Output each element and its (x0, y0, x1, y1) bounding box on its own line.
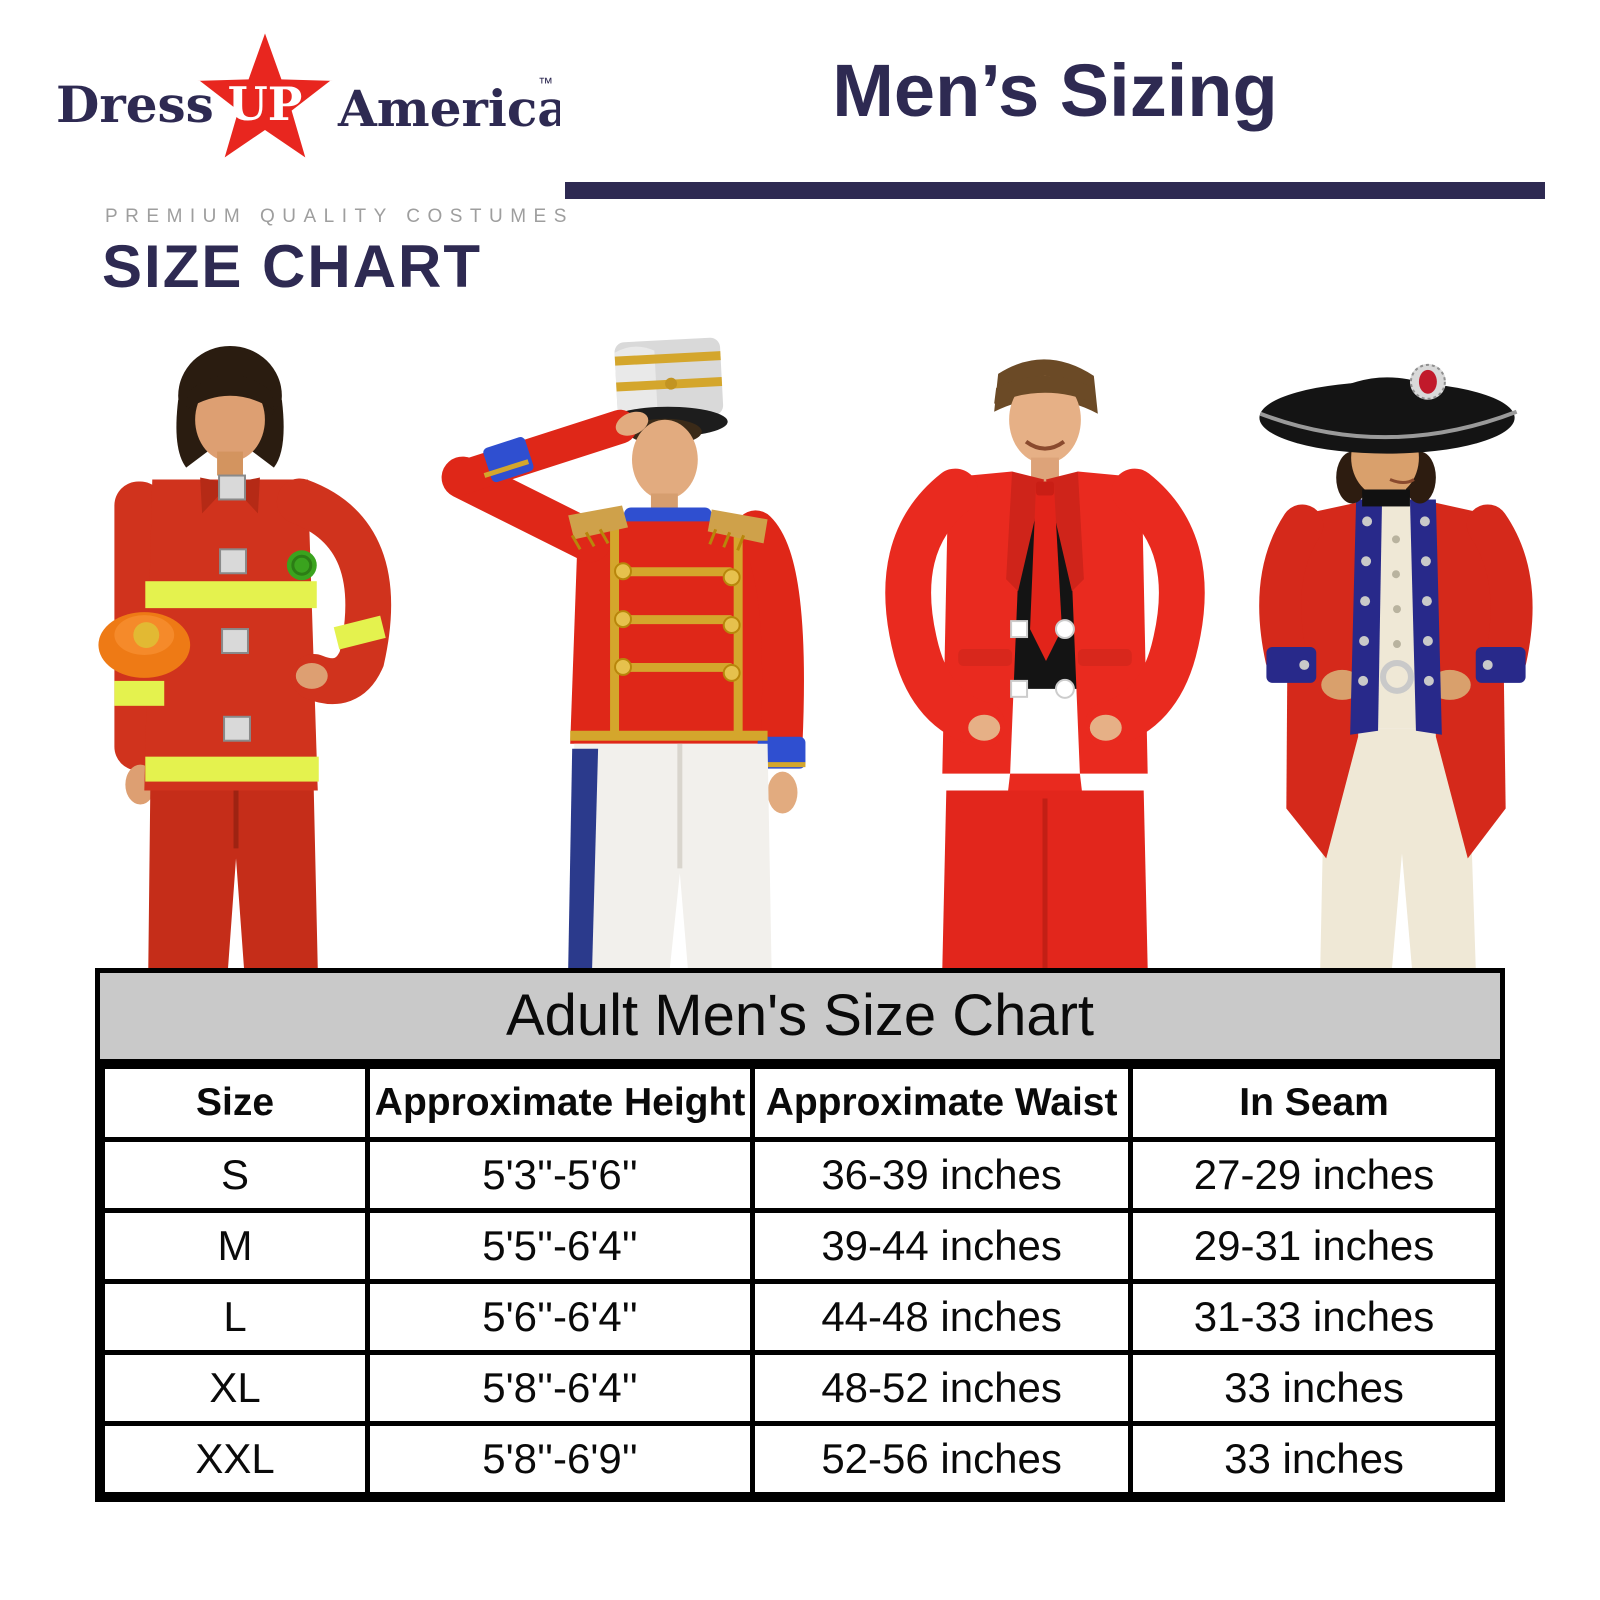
logo-tagline: PREMIUM QUALITY COSTUMES (105, 206, 574, 227)
cell-waist: 44-48 inches (750, 1279, 1134, 1355)
red-suit-costume-illustration (885, 359, 1205, 968)
cell-size: S (99, 1137, 371, 1213)
cell-waist: 52-56 inches (750, 1421, 1134, 1497)
costume-photo-red-suit (860, 330, 1230, 968)
title-underline-bar (565, 182, 1545, 199)
cell-height: 5'5''-6'4'' (365, 1208, 756, 1284)
tricorn-hat (1259, 363, 1518, 454)
logo-size-chart-label: SIZE CHART (102, 233, 482, 300)
cell-waist: 48-52 inches (750, 1350, 1134, 1426)
logo-word-dress: Dress (56, 75, 214, 134)
table-row: M 5'5''-6'4'' 39-44 inches 29-31 inches (99, 1208, 1500, 1284)
cell-inseam: 33 inches (1128, 1350, 1500, 1426)
table-row: XL 5'8''-6'4'' 48-52 inches 33 inches (99, 1350, 1500, 1426)
col-header-inseam: In Seam (1128, 1064, 1500, 1142)
cell-inseam: 31-33 inches (1128, 1279, 1500, 1355)
logo-word-america: America (337, 79, 560, 138)
size-chart-table: Adult Men's Size Chart Size Approximate … (95, 968, 1505, 1502)
cell-waist: 36-39 inches (750, 1137, 1134, 1213)
cell-size: XL (99, 1350, 371, 1426)
cell-size: M (99, 1208, 371, 1284)
costume-photo-firefighter (60, 330, 420, 968)
col-header-waist: Approximate Waist (750, 1064, 1134, 1142)
table-row: S 5'3''-5'6'' 36-39 inches 27-29 inches (99, 1137, 1500, 1213)
table-row: XXL 5'8''-6'9'' 52-56 inches 33 inches (99, 1421, 1500, 1497)
col-header-size: Size (99, 1064, 371, 1142)
brand-logo: Dress UP America ™ PREMIUM QUALITY COSTU… (50, 22, 570, 300)
cell-height: 5'3''-5'6'' (365, 1137, 756, 1213)
firefighter-costume-illustration (98, 345, 392, 968)
table-title: Adult Men's Size Chart (100, 973, 1500, 1064)
col-header-height: Approximate Height (365, 1064, 756, 1142)
cell-inseam: 33 inches (1128, 1421, 1500, 1497)
logo-trademark: ™ (538, 75, 553, 92)
toy-soldier-hat (614, 337, 724, 421)
cell-size: L (99, 1279, 371, 1355)
table-header-row: Size Approximate Height Approximate Wais… (99, 1064, 1500, 1142)
cell-height: 5'8''-6'4'' (365, 1350, 756, 1426)
cell-inseam: 27-29 inches (1128, 1137, 1500, 1213)
dress-up-america-logo: Dress UP America ™ (56, 22, 560, 170)
cell-waist: 39-44 inches (750, 1208, 1134, 1284)
colonial-soldier-costume-illustration (1259, 363, 1533, 968)
toy-soldier-costume-illustration (441, 337, 806, 968)
cell-height: 5'8''-6'9'' (365, 1421, 756, 1497)
costume-photo-colonial-soldier (1230, 330, 1560, 968)
cell-height: 5'6''-6'4'' (365, 1279, 756, 1355)
cell-size: XXL (99, 1421, 371, 1497)
firefighter-helmet (98, 612, 191, 678)
star-icon (185, 22, 345, 170)
cell-inseam: 29-31 inches (1128, 1208, 1500, 1284)
page-title: Men’s Sizing (832, 49, 1278, 132)
costume-photo-toy-soldier (420, 330, 840, 968)
logo-word-up: UP (228, 77, 303, 131)
table-row: L 5'6''-6'4'' 44-48 inches 31-33 inches (99, 1279, 1500, 1355)
